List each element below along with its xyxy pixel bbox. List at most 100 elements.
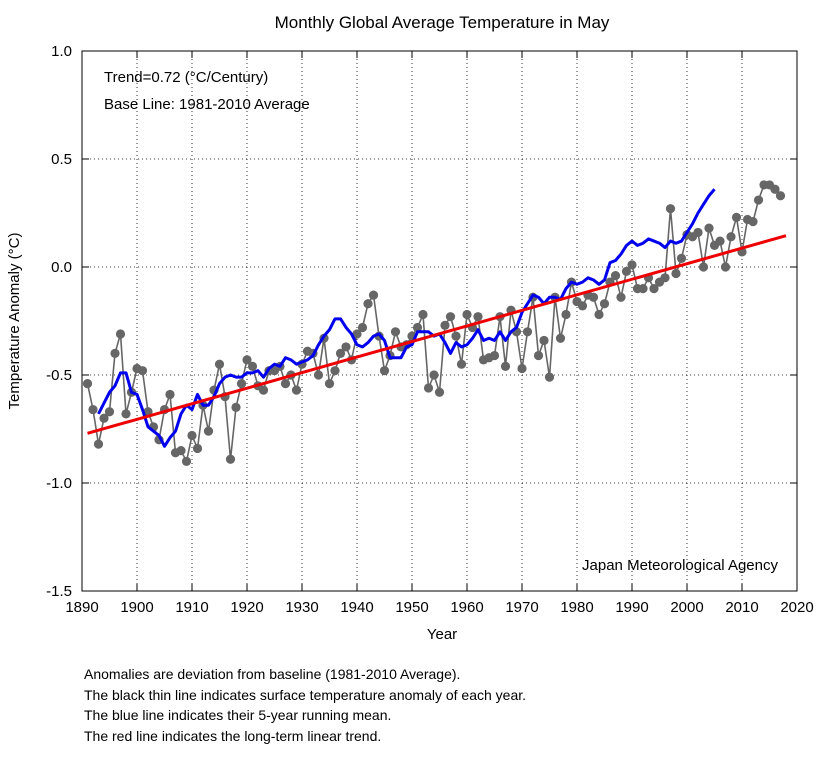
x-tick-label: 1960 [450, 599, 483, 616]
y-tick-label: 1.0 [51, 43, 72, 60]
annual-anomaly-point [412, 322, 423, 333]
annual-anomaly-point [99, 413, 109, 423]
annual-anomaly-point [715, 236, 725, 246]
y-tick-label: -0.5 [46, 367, 72, 384]
annual-anomaly-point [720, 262, 731, 272]
annual-anomaly-point [434, 387, 445, 397]
annual-anomaly-point [324, 379, 335, 389]
annual-anomaly-point [187, 430, 197, 441]
annual-anomaly-point [638, 284, 648, 294]
x-tick-label: 1950 [395, 599, 428, 616]
y-tick-label: 0.5 [51, 151, 72, 168]
annual-anomaly-point [676, 253, 687, 263]
annual-anomaly-point [616, 292, 626, 302]
annual-anomaly-point [418, 309, 428, 320]
annual-anomaly-point [390, 327, 401, 337]
annual-anomaly-point [247, 361, 258, 371]
annual-anomaly-point [544, 372, 555, 382]
annual-anomaly-point [473, 312, 483, 322]
x-tick-label: 1890 [65, 599, 98, 616]
annual-anomaly-point [489, 350, 500, 361]
axis-ticks: 1890 1900 1910 1920 1930 1940 1950 1960 1970 1980… [46, 43, 814, 616]
annual-anomaly-point [726, 232, 736, 242]
annual-anomaly-point [368, 290, 379, 300]
annual-anomaly-point [539, 335, 549, 346]
data-series [82, 180, 787, 466]
annual-anomaly-point [627, 260, 637, 270]
annual-anomaly-point [330, 366, 340, 376]
annual-anomaly-point [93, 439, 104, 449]
annual-anomaly-point [456, 359, 467, 369]
note-black-line: The black thin line indicates surface te… [84, 686, 527, 703]
annual-anomaly-point [577, 301, 588, 311]
annual-anomaly-point [379, 366, 390, 376]
note-baseline: Anomalies are deviation from baseline (1… [84, 666, 461, 682]
annual-anomaly-point [357, 322, 368, 333]
annual-anomaly-point [599, 299, 610, 309]
annual-anomaly-point [665, 204, 676, 214]
annual-anomaly-point [165, 389, 175, 400]
annual-anomaly-point [445, 312, 456, 322]
footnotes: Anomalies are deviation from baseline (1… [84, 664, 526, 746]
running-mean-line [97, 188, 716, 448]
x-tick-label: 1940 [340, 599, 373, 616]
annual-anomaly-point [517, 363, 527, 374]
annual-anomaly-point [698, 262, 709, 272]
annual-anomaly-point [423, 383, 434, 393]
annual-anomaly-point [88, 404, 98, 415]
annual-anomaly-point [731, 212, 742, 222]
annual-anomaly-point [440, 320, 450, 330]
annual-anomaly-point [671, 268, 681, 279]
annual-anomaly-point [588, 292, 599, 302]
annual-anomaly-point [533, 350, 544, 361]
annual-anomaly-point [335, 348, 346, 358]
annual-anomaly-point [429, 370, 439, 380]
x-tick-label: 1970 [505, 599, 538, 616]
plot-frame [81, 50, 798, 592]
annual-anomaly-point [82, 379, 93, 389]
annual-anomaly-point [313, 370, 324, 380]
annual-anomaly-point [594, 309, 604, 320]
annual-anomaly-point [561, 309, 571, 320]
x-tick-label: 1900 [120, 599, 153, 616]
annual-anomaly-point [753, 195, 764, 205]
annual-anomaly-point [242, 355, 252, 365]
annual-anomaly-point [555, 333, 566, 343]
annual-anomaly-point [203, 426, 214, 436]
annual-anomaly-point [341, 342, 351, 352]
x-tick-label: 1930 [285, 599, 318, 616]
y-tick-label: 0.0 [51, 259, 72, 276]
annual-anomaly-point [181, 456, 192, 466]
x-tick-label: 2010 [725, 599, 758, 616]
annual-anomaly-point [363, 299, 373, 309]
annual-anomaly-point [748, 217, 758, 227]
annual-anomaly-point [280, 379, 291, 389]
x-tick-label: 1910 [175, 599, 208, 616]
y-tick-label: -1.5 [46, 583, 72, 600]
x-tick-label: 1980 [560, 599, 593, 616]
x-axis-label: Year [427, 626, 457, 643]
y-tick-label: -1.0 [46, 475, 72, 492]
annual-anomaly-line [86, 184, 782, 464]
y-axis-label: Temperature Anomaly (°C) [6, 233, 23, 410]
annual-anomaly-point [775, 191, 786, 201]
temperature-chart: Monthly Global Average Temperature in Ma… [6, 13, 814, 643]
grid-lines [82, 51, 797, 591]
annual-anomaly-point [704, 223, 714, 233]
annual-anomaly-point [192, 443, 203, 454]
annual-anomaly-point [693, 227, 703, 238]
x-tick-label: 2000 [670, 599, 703, 616]
annual-anomaly-point [231, 402, 241, 412]
x-tick-label: 1920 [230, 599, 263, 616]
annual-anomaly-point [770, 184, 780, 194]
note-red-line: The red line indicates the long-term lin… [84, 727, 382, 744]
annual-anomaly-point [649, 284, 659, 294]
x-tick-label: 1990 [615, 599, 648, 616]
chart-title: Monthly Global Average Temperature in Ma… [275, 13, 610, 32]
baseline-annotation: Base Line: 1981-2010 Average [104, 96, 310, 113]
annual-anomaly-point [121, 409, 131, 419]
annual-anomaly-point [610, 271, 621, 281]
trend-annotation: Trend=0.72 (°C/Century) [104, 69, 268, 86]
annual-anomaly-point [451, 331, 461, 341]
annual-anomaly-point [621, 266, 632, 276]
